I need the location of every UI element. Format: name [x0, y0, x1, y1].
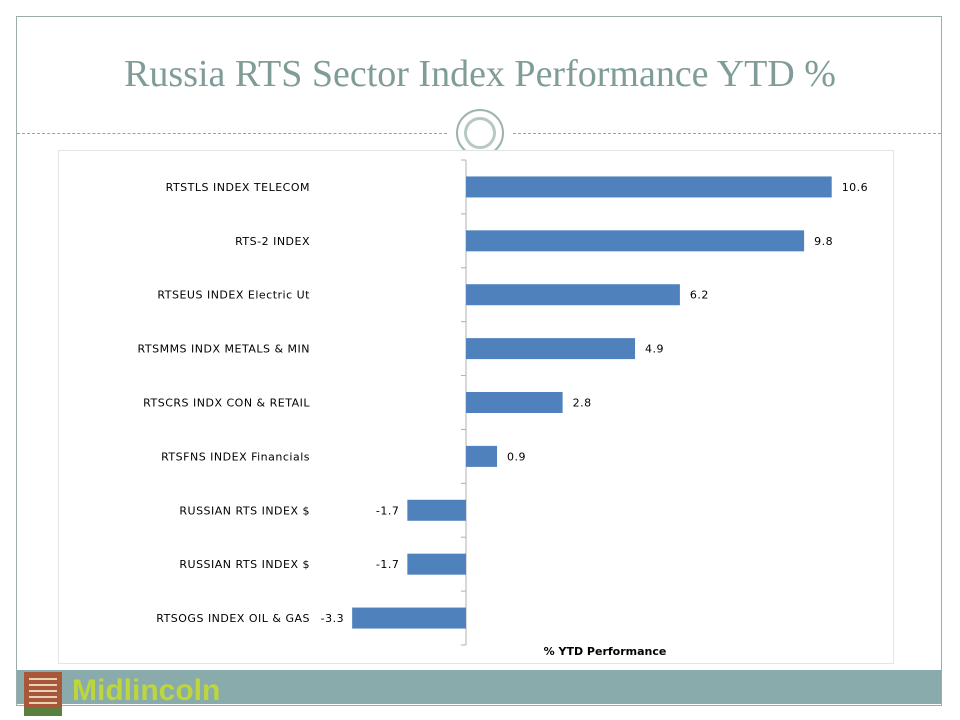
- category-label: RTSCRS INDX CON & RETAIL: [143, 397, 310, 410]
- category-label: RTSEUS INDEX Electric Ut: [157, 289, 310, 302]
- brand-name: Midlincoln: [72, 674, 221, 707]
- category-label: RTSFNS INDEX Financials: [161, 450, 310, 463]
- bar: [466, 338, 636, 360]
- category-label: RUSSIAN RTS INDEX $: [179, 558, 310, 571]
- data-label: -1.7: [376, 558, 399, 571]
- bar: [466, 176, 832, 198]
- data-label: 2.8: [573, 397, 592, 410]
- bar: [466, 445, 498, 467]
- data-label: 10.6: [842, 181, 869, 194]
- bar: [466, 230, 805, 252]
- bar: [407, 553, 466, 575]
- data-label: 6.2: [690, 289, 709, 302]
- bar: [466, 284, 680, 306]
- data-label: 0.9: [507, 450, 526, 463]
- building-logo-icon: [24, 672, 62, 716]
- data-label: -3.3: [321, 612, 344, 625]
- title-divider-left: [17, 133, 447, 134]
- footer-bar: [17, 670, 941, 704]
- category-label: RTSMMS INDX METALS & MIN: [138, 343, 310, 356]
- category-label: RUSSIAN RTS INDEX $: [179, 504, 310, 517]
- bar: [407, 499, 466, 521]
- category-label: RTSOGS INDEX OIL & GAS: [156, 612, 310, 625]
- title-divider-right: [513, 133, 941, 134]
- data-label: -1.7: [376, 504, 399, 517]
- category-label: RTSTLS INDEX TELECOM: [166, 181, 310, 194]
- category-label: RTS-2 INDEX: [235, 235, 310, 248]
- x-axis-title: % YTD Performance: [544, 645, 667, 658]
- page-title: Russia RTS Sector Index Performance YTD …: [124, 53, 836, 95]
- data-label: 4.9: [645, 343, 664, 356]
- data-label: 9.8: [814, 235, 833, 248]
- bar: [352, 607, 466, 629]
- ring-ornament-icon: [456, 109, 504, 157]
- bar: [466, 392, 563, 413]
